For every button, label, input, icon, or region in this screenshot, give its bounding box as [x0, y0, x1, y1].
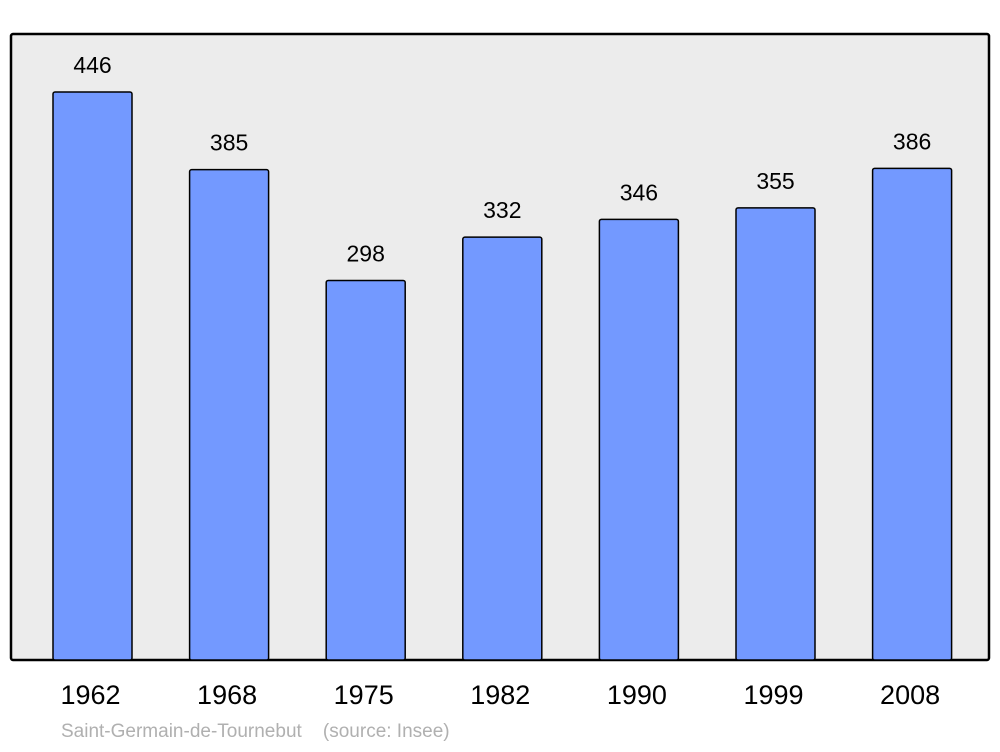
bar-1975 — [325, 279, 406, 661]
x-tick-label-1990: 1990 — [607, 680, 667, 710]
data-label-1999: 355 — [756, 168, 794, 194]
x-tick-label-1968: 1968 — [197, 680, 257, 710]
bar-1968 — [188, 168, 270, 661]
data-label-1982: 332 — [483, 197, 521, 223]
x-tick-label-1982: 1982 — [470, 680, 530, 710]
x-tick-label-2008: 2008 — [880, 680, 940, 710]
chart-footer: Saint-Germain-de-Tournebut (source: Inse… — [61, 721, 450, 742]
x-tick-label-1975: 1975 — [334, 680, 394, 710]
bar-1982 — [462, 236, 543, 661]
data-label-2008: 386 — [893, 128, 931, 154]
x-tick-label-1962: 1962 — [60, 680, 120, 710]
data-label-1975: 298 — [347, 240, 385, 266]
data-label-1962: 446 — [73, 52, 111, 78]
bar-1999 — [735, 207, 816, 661]
data-label-1990: 346 — [620, 179, 658, 205]
bar-1962 — [52, 91, 133, 661]
x-tick-label-1999: 1999 — [743, 680, 803, 710]
bar-1990 — [598, 218, 680, 661]
data-label-1968: 385 — [210, 130, 248, 156]
bar-2008 — [871, 167, 953, 661]
